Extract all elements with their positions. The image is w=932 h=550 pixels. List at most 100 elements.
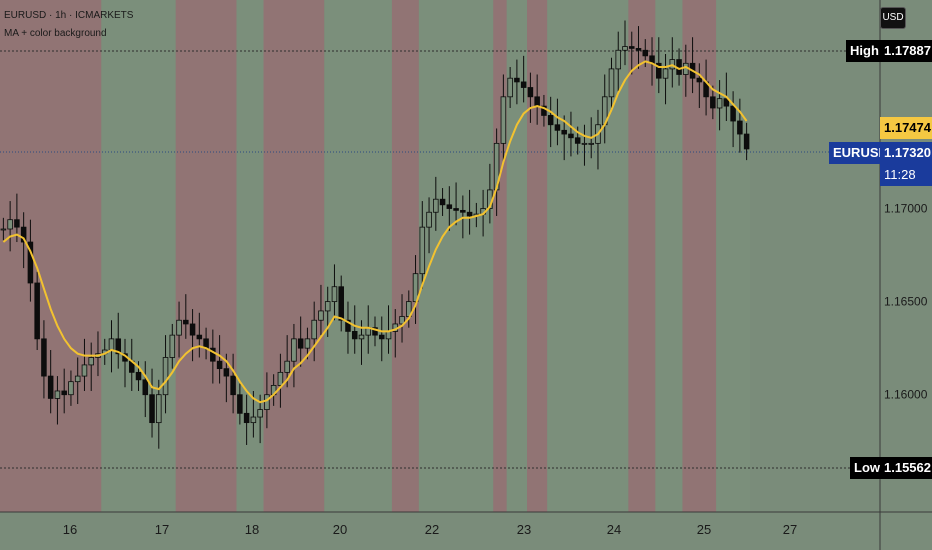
bullish-band xyxy=(324,0,392,512)
bullish-band xyxy=(547,0,629,512)
price-tick-label: 1.16500 xyxy=(884,295,928,309)
indicator-title: MA + color background xyxy=(4,28,107,39)
candle-body xyxy=(189,323,196,336)
bearish-band xyxy=(493,0,507,512)
candle-body xyxy=(345,319,351,332)
ma-value-tag: 1.17474 xyxy=(880,117,932,139)
symbol-title: EURUSD · 1h · ICMARKETS xyxy=(4,10,134,21)
candle-body xyxy=(183,319,189,325)
candle-body xyxy=(291,338,297,362)
price-axis-ticks: 1.17000 1.16500 1.16000 xyxy=(884,202,928,402)
candle-body xyxy=(588,142,594,145)
candle-body xyxy=(210,347,216,362)
candle-body xyxy=(176,319,182,336)
candle-body xyxy=(250,416,257,424)
candle-body xyxy=(716,98,723,109)
countdown-tag: 11:28 xyxy=(880,164,932,186)
candle-body xyxy=(216,360,223,370)
candle-body xyxy=(318,310,324,321)
candle-body xyxy=(656,62,662,79)
candle-body xyxy=(730,105,736,122)
candle-body xyxy=(230,375,236,396)
last-price-tag: 1.17320 xyxy=(880,142,932,164)
candle-body xyxy=(351,331,358,340)
candle-body xyxy=(615,49,622,70)
candle-body xyxy=(41,338,47,377)
candle-body xyxy=(385,331,392,340)
candle-body xyxy=(574,137,581,144)
candle-body xyxy=(27,241,34,284)
candle-body xyxy=(561,129,567,135)
bearish-band xyxy=(263,0,325,512)
candle-body xyxy=(297,338,304,349)
candle-body xyxy=(460,209,466,213)
candle-body xyxy=(223,368,230,377)
time-tick-label: 23 xyxy=(517,522,531,537)
time-tick-label: 25 xyxy=(697,522,711,537)
candle-body xyxy=(622,46,628,51)
candle-body xyxy=(149,394,155,424)
candle-body xyxy=(7,219,13,230)
candle-body xyxy=(500,96,507,144)
price-tick-label: 1.17000 xyxy=(884,202,928,216)
candle-body xyxy=(507,77,513,98)
candle-body xyxy=(554,124,561,131)
bullish-band xyxy=(655,0,683,512)
price-tick-label: 1.16000 xyxy=(884,388,928,402)
candle-body xyxy=(20,226,27,243)
bullish-band xyxy=(506,0,528,512)
candle-body xyxy=(68,381,74,396)
bullish-band xyxy=(716,0,750,512)
candle-body xyxy=(115,338,122,355)
low-label: Low xyxy=(850,457,886,479)
candle-body xyxy=(446,204,453,209)
candle-body xyxy=(453,208,459,211)
time-tick-label: 18 xyxy=(245,522,259,537)
candle-body xyxy=(257,409,263,418)
time-tick-label: 24 xyxy=(607,522,621,537)
candle-body xyxy=(304,338,311,349)
candle-body xyxy=(541,105,547,116)
candle-body xyxy=(635,48,642,51)
candle-body xyxy=(324,301,331,312)
candle-body xyxy=(54,390,61,399)
symbol-tag: EURUSD xyxy=(829,142,888,164)
candle-body xyxy=(710,96,716,109)
candle-body xyxy=(608,68,615,98)
candle-body xyxy=(466,211,473,217)
candle-body xyxy=(61,390,67,396)
candle-body xyxy=(81,364,88,377)
candle-body xyxy=(723,98,730,107)
currency-button[interactable]: USD xyxy=(880,7,906,29)
candle-body xyxy=(34,282,40,340)
candle-body xyxy=(237,394,243,414)
candle-body xyxy=(514,77,520,83)
candle-body xyxy=(743,133,750,150)
bullish-band xyxy=(418,0,494,512)
candle-body xyxy=(378,334,385,340)
candle-body xyxy=(284,360,290,373)
candle-body xyxy=(426,211,432,228)
trend-background-bands xyxy=(0,0,750,512)
candlestick-series xyxy=(0,20,750,449)
candle-body xyxy=(264,394,270,410)
candle-body xyxy=(156,394,162,424)
candle-body xyxy=(412,273,419,303)
bearish-band xyxy=(0,0,102,512)
candle-body xyxy=(277,371,284,386)
time-axis-ticks: 16 17 18 20 22 23 24 25 27 xyxy=(63,522,797,537)
candle-body xyxy=(628,46,635,49)
bearish-band xyxy=(391,0,419,512)
candle-body xyxy=(433,198,439,213)
time-tick-label: 27 xyxy=(783,522,797,537)
candle-body xyxy=(162,357,169,396)
candle-body xyxy=(372,327,378,336)
candle-body xyxy=(74,375,81,383)
time-tick-label: 20 xyxy=(333,522,347,537)
candle-body xyxy=(169,334,176,358)
bearish-band xyxy=(628,0,656,512)
candle-body xyxy=(520,81,527,88)
ma-line xyxy=(2,60,748,404)
candle-body xyxy=(142,379,149,396)
